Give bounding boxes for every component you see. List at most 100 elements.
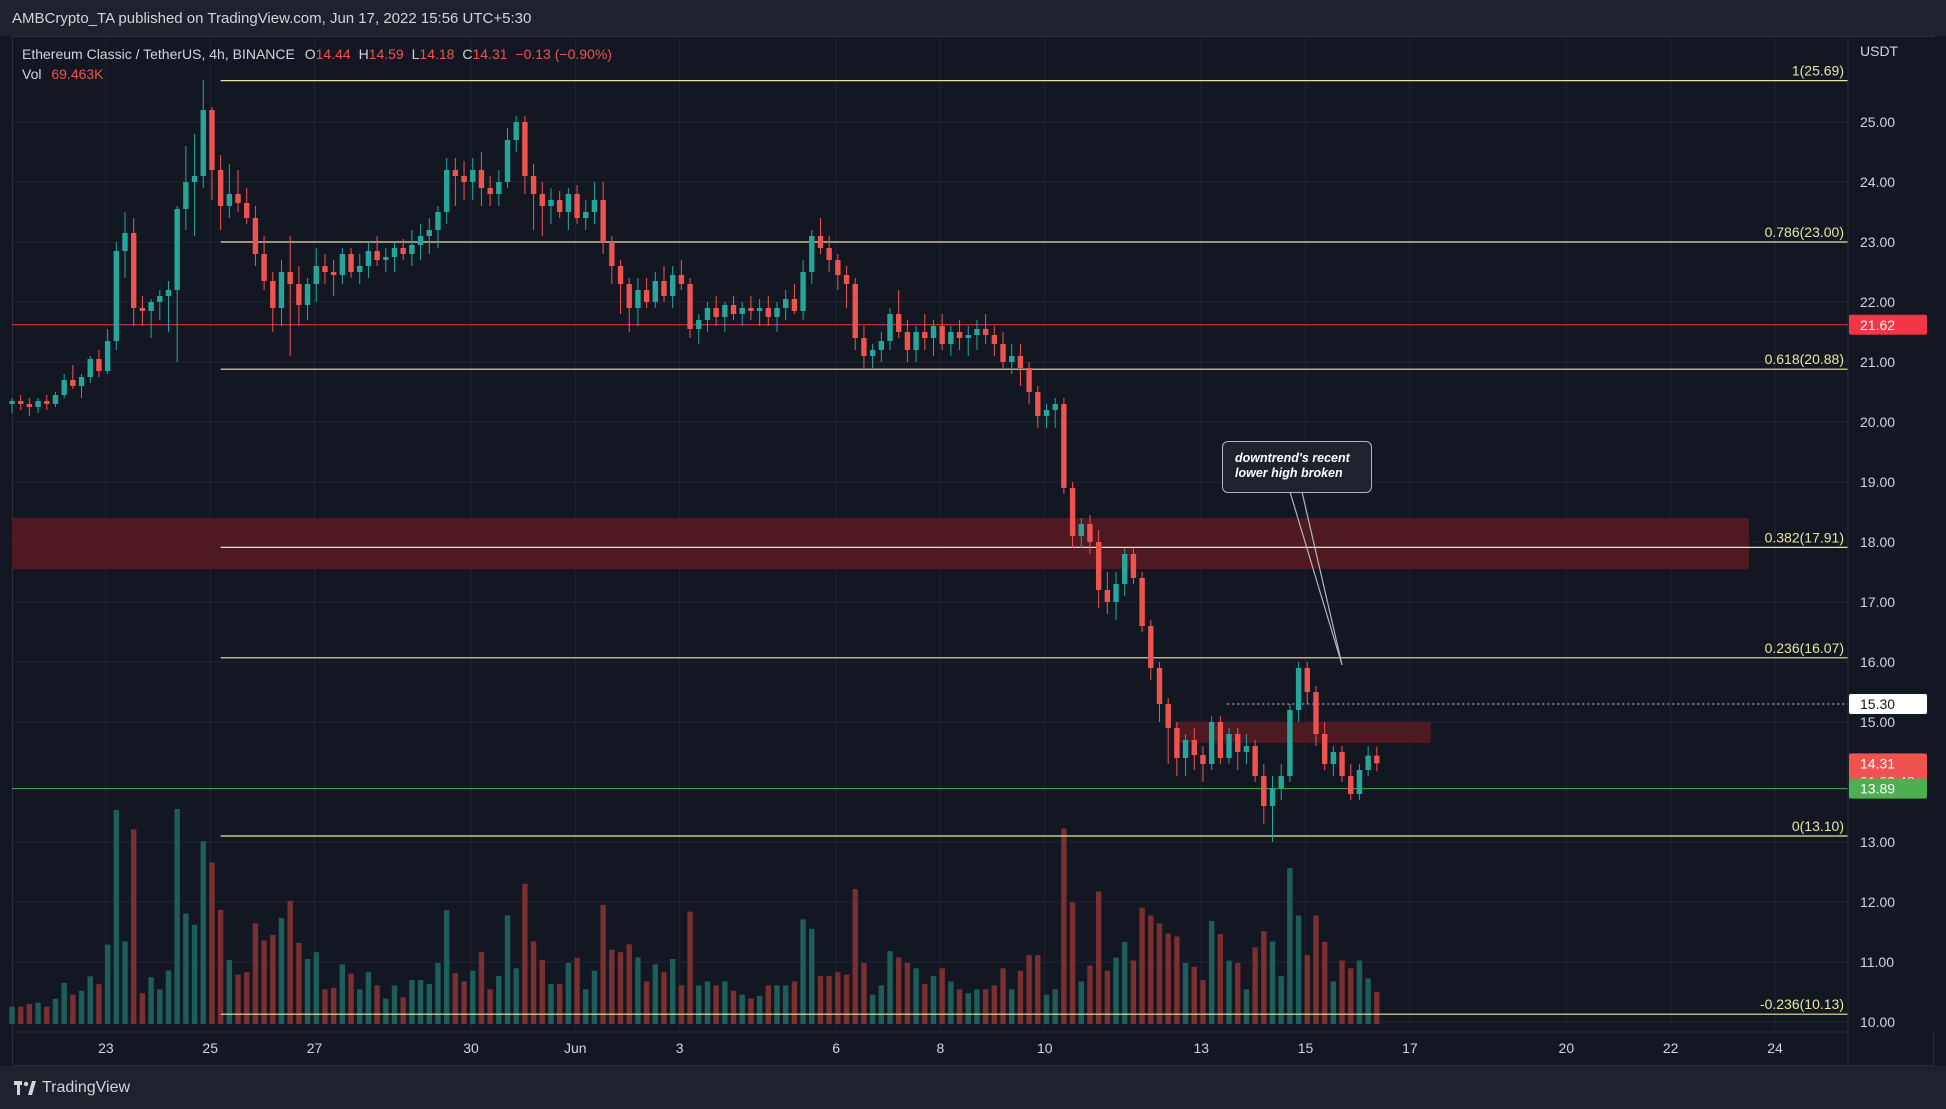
volume-bar <box>61 982 67 1024</box>
candle-body <box>913 332 919 350</box>
candle-body <box>1061 404 1067 488</box>
candle-body <box>296 284 302 305</box>
volume-bar <box>791 981 798 1024</box>
volume-bar <box>1374 991 1380 1024</box>
volume-bar <box>948 981 954 1024</box>
price-tick-label: 11.00 <box>1860 954 1894 970</box>
time-tick-label: 10 <box>1037 1040 1053 1056</box>
volume-bar <box>1295 915 1302 1024</box>
volume-bar <box>930 976 937 1024</box>
candle-body <box>1208 722 1215 764</box>
dotted-level-price-badge[interactable] <box>1849 694 1927 714</box>
volume-bar <box>1365 978 1371 1024</box>
candle-body <box>591 200 598 212</box>
volume-bar <box>1043 994 1050 1024</box>
candle-body <box>1009 356 1015 362</box>
volume-bar <box>270 935 276 1024</box>
price-tick-label: 23.00 <box>1860 234 1895 250</box>
volume-bar <box>713 985 719 1024</box>
candle-body <box>357 266 363 272</box>
price-tick-label: 20.00 <box>1860 414 1895 430</box>
volume-bar <box>530 941 537 1024</box>
candle-body <box>26 404 33 407</box>
candle-body <box>70 380 76 386</box>
price-tick-label: 18.00 <box>1860 534 1895 550</box>
volume-bar <box>383 998 389 1024</box>
fib-level-label: 1(25.69) <box>1792 63 1844 79</box>
price-tick-label: 13.00 <box>1860 834 1895 850</box>
price-tick-label: 22.00 <box>1860 294 1895 310</box>
candle-body <box>270 281 276 308</box>
price-tick-label: 21.00 <box>1860 354 1895 370</box>
volume-bar <box>565 962 572 1024</box>
candle-body <box>1078 524 1084 536</box>
candle-body <box>61 380 67 395</box>
candle-body <box>104 341 111 371</box>
low-label: L <box>411 46 420 62</box>
candle-body <box>556 200 563 212</box>
candle-body <box>765 308 772 317</box>
candle-body <box>722 305 728 317</box>
volume-bar <box>1304 955 1310 1024</box>
symbol-name[interactable]: Ethereum Classic / TetherUS, 4h, BINANCE <box>22 46 295 62</box>
candle-body <box>730 305 737 314</box>
candle-body <box>322 266 328 272</box>
annotation-callout[interactable]: downtrend's recent lower high broken <box>1222 441 1372 493</box>
candle-body <box>1321 734 1328 764</box>
volume-bar <box>113 809 120 1024</box>
candle-body <box>78 377 85 386</box>
volume-bar <box>348 973 354 1024</box>
volume-bar <box>417 980 424 1024</box>
candle-body <box>939 326 945 344</box>
volume-label[interactable]: Vol <box>22 66 42 82</box>
resistance-price-badge[interactable] <box>1849 314 1927 335</box>
time-tick-label: 8 <box>937 1040 945 1056</box>
volume-bar <box>1191 966 1197 1024</box>
volume-bar <box>904 962 911 1024</box>
candle-body <box>278 272 285 308</box>
volume-bar <box>504 915 511 1024</box>
publish-header: AMBCrypto_TA published on TradingView.co… <box>0 0 1946 36</box>
volume-bar <box>1122 941 1128 1024</box>
candle-body <box>956 332 963 338</box>
candle-body <box>635 290 641 308</box>
candle-body <box>409 245 415 254</box>
volume-bar <box>1052 989 1058 1024</box>
candle-body <box>1261 776 1267 806</box>
candle-body <box>487 188 493 194</box>
tradingview-logo[interactable]: TradingView <box>14 1079 130 1097</box>
candle-body <box>530 176 537 194</box>
callout-line-1: downtrend's recent <box>1235 451 1350 465</box>
price-tick-label: 19.00 <box>1860 474 1895 490</box>
candle-body <box>852 284 858 338</box>
price-chart[interactable]: 1(25.69) 0.786(23.00) 0.618(20.88) 0.382(17… <box>0 36 1946 1066</box>
volume-bar <box>1261 931 1267 1024</box>
volume-bar <box>869 994 876 1024</box>
volume-bar <box>652 964 658 1024</box>
volume-bar <box>313 952 319 1024</box>
candle-body <box>426 230 432 236</box>
candle-body <box>843 275 850 284</box>
volume-bar <box>669 959 676 1024</box>
support-price-badge[interactable] <box>1849 778 1927 799</box>
volume-bar <box>765 985 772 1024</box>
volume-bar <box>461 981 467 1024</box>
volume-bar <box>365 972 372 1024</box>
volume-bar <box>1078 981 1084 1024</box>
candle-body <box>1269 788 1276 806</box>
candle-body <box>87 359 93 377</box>
candle-body <box>496 182 502 194</box>
volume-bar <box>148 977 154 1024</box>
volume-bar <box>965 993 971 1024</box>
candle-body <box>1243 746 1250 752</box>
volume-bar <box>391 985 398 1024</box>
candle-body <box>904 332 911 350</box>
candle-body <box>1174 728 1180 758</box>
volume-bar <box>939 968 945 1024</box>
candle-body <box>235 194 241 203</box>
volume-bar <box>1287 868 1293 1024</box>
volume-bar <box>357 989 363 1024</box>
candle-body <box>365 251 372 266</box>
close-value: 14.31 <box>472 46 508 62</box>
candle-body <box>1113 584 1119 602</box>
